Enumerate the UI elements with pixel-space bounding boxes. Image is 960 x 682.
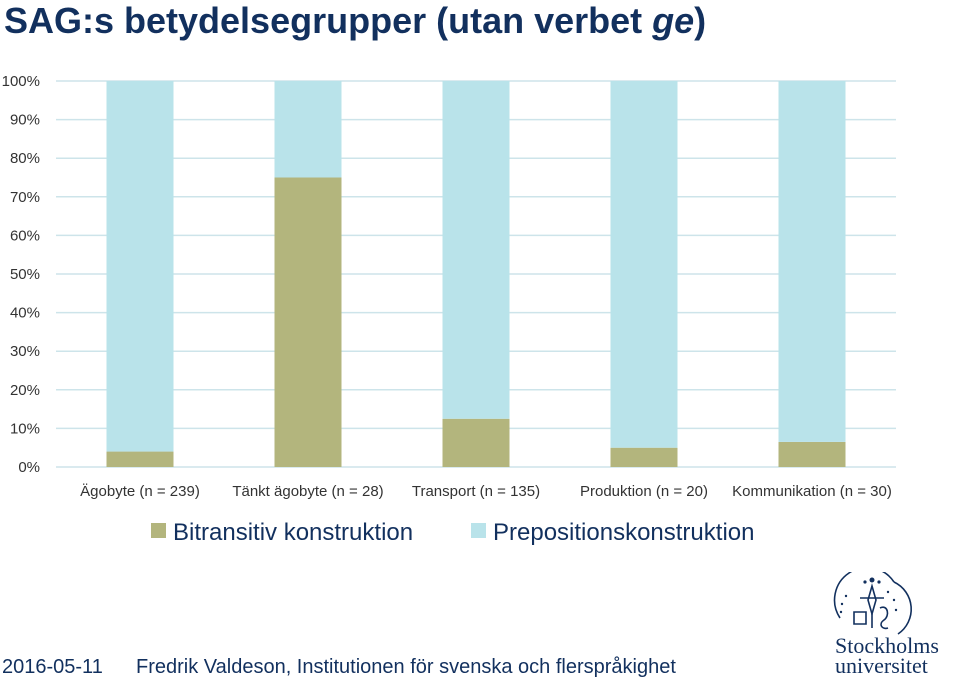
legend-swatch [151, 523, 166, 538]
y-tick-label: 80% [10, 150, 40, 167]
bar-preposition [610, 81, 678, 448]
bar-bitransitiv [274, 177, 342, 467]
bar-bitransitiv [442, 418, 510, 467]
bar-preposition [778, 81, 846, 442]
y-tick-label: 90% [10, 112, 40, 129]
y-tick-label: 60% [10, 227, 40, 244]
y-tick-label: 10% [10, 420, 40, 437]
x-category-label: Tänkt ägobyte (n = 28) [232, 483, 383, 500]
x-category-label: Ägobyte (n = 239) [80, 483, 200, 500]
chart-title-main: SAG:s betydelsegrupper (utan verbet [4, 0, 653, 41]
y-tick-label: 40% [10, 305, 40, 322]
bar-bitransitiv [610, 447, 678, 467]
chart-title-close: ) [694, 0, 707, 41]
y-tick-label: 100% [2, 73, 40, 90]
stacked-bar-chart: 0% 10% 20% 30% 40% 50% 60% 70% 80% 90% 100% Ägobyte… [2, 73, 896, 546]
footer-author: Fredrik Valdeson, Institutionen för sven… [136, 656, 676, 678]
legend-label: Bitransitiv konstruktion [173, 519, 413, 546]
university-seal-icon [833, 572, 912, 635]
chart-title: SAG:s betydelsegrupper (utan verbet ge) [4, 0, 706, 42]
bar-preposition [442, 81, 510, 419]
bar-preposition [106, 81, 174, 452]
y-tick-label: 70% [10, 189, 40, 206]
logo-line-2: universitet [835, 653, 928, 678]
university-logo-wordmark: Stockholms universitet [835, 633, 939, 678]
x-category-label: Transport (n = 135) [412, 483, 540, 500]
y-tick-label: 0% [18, 459, 40, 476]
legend-swatch [471, 523, 486, 538]
logo-line-1: Stockholms [835, 633, 939, 658]
x-category-label: Kommunikation (n = 30) [732, 483, 892, 500]
y-tick-label: 20% [10, 382, 40, 399]
bar-bitransitiv [106, 451, 174, 467]
y-tick-label: 50% [10, 266, 40, 283]
bar-bitransitiv [778, 441, 846, 467]
bar-preposition [274, 81, 342, 178]
legend-label: Prepositionskonstruktion [493, 519, 754, 546]
y-tick-label: 30% [10, 343, 40, 360]
x-category-label: Produktion (n = 20) [580, 483, 708, 500]
chart-title-italic: ge [652, 0, 695, 41]
footer-date: 2016-05-11 [2, 656, 103, 678]
